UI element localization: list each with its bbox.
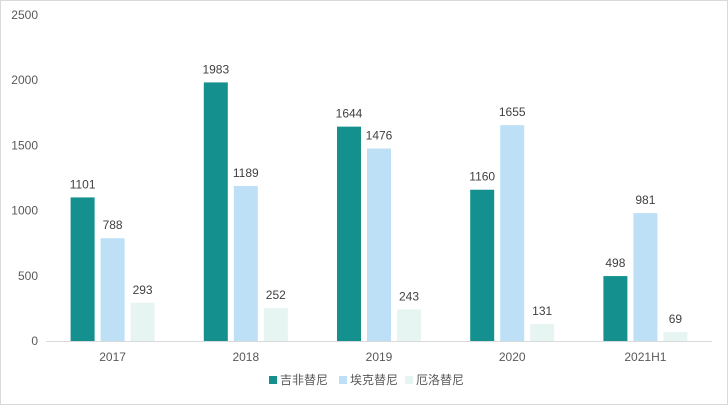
bar xyxy=(470,189,495,341)
legend-item: 厄洛替尼 xyxy=(405,372,464,387)
y-tick-label: 500 xyxy=(18,269,38,283)
data-label: 131 xyxy=(532,304,552,318)
legend-swatch xyxy=(269,376,277,384)
bar xyxy=(633,213,658,341)
bars xyxy=(70,82,688,341)
y-axis: 0 500 1000 1500 2000 2500 xyxy=(11,8,38,348)
bar xyxy=(203,82,228,341)
x-tick-label: 2018 xyxy=(232,350,259,364)
data-label: 252 xyxy=(266,288,286,302)
data-label: 69 xyxy=(669,312,683,326)
data-label: 293 xyxy=(133,283,153,297)
legend-label: 厄洛替尼 xyxy=(416,372,464,387)
data-label: 498 xyxy=(605,256,625,270)
x-tick-label: 2021H1 xyxy=(624,350,666,364)
bar xyxy=(663,332,688,341)
data-label: 243 xyxy=(399,289,419,303)
legend: 吉非替尼 埃克替尼 厄洛替尼 xyxy=(269,372,464,387)
legend-item: 埃克替尼 xyxy=(339,373,398,387)
y-tick-label: 0 xyxy=(31,334,38,348)
legend-label: 埃克替尼 xyxy=(350,373,398,387)
data-label: 1101 xyxy=(70,177,96,191)
bar xyxy=(263,308,288,341)
y-tick-label: 1500 xyxy=(11,138,38,152)
bar xyxy=(500,125,525,341)
data-label: 981 xyxy=(635,193,655,207)
data-label: 1983 xyxy=(202,62,229,76)
bar xyxy=(70,197,95,341)
data-label: 1476 xyxy=(366,129,393,143)
bar xyxy=(130,302,155,341)
x-tick-label: 2017 xyxy=(99,350,126,364)
bar xyxy=(397,309,421,341)
bar xyxy=(530,323,555,341)
legend-swatch xyxy=(405,376,413,384)
y-tick-label: 1000 xyxy=(11,204,38,218)
legend-item: 吉非替尼 xyxy=(269,373,328,387)
legend-swatch xyxy=(339,376,347,384)
data-label: 1189 xyxy=(233,166,259,180)
x-axis: 2017 2018 2019 2020 2021H1 xyxy=(46,341,712,364)
x-tick-label: 2019 xyxy=(366,350,393,364)
y-tick-label: 2000 xyxy=(11,73,38,87)
data-label: 1160 xyxy=(469,170,495,184)
legend-label: 吉非替尼 xyxy=(280,373,328,387)
data-label: 1644 xyxy=(336,107,363,121)
bar xyxy=(100,238,125,341)
data-label: 788 xyxy=(103,218,123,232)
bar xyxy=(367,148,391,341)
x-tick-label: 2020 xyxy=(499,350,526,364)
bar xyxy=(233,185,258,341)
data-label: 1655 xyxy=(499,105,526,119)
bar xyxy=(337,126,361,341)
y-tick-label: 2500 xyxy=(11,8,38,22)
bar xyxy=(603,276,628,341)
